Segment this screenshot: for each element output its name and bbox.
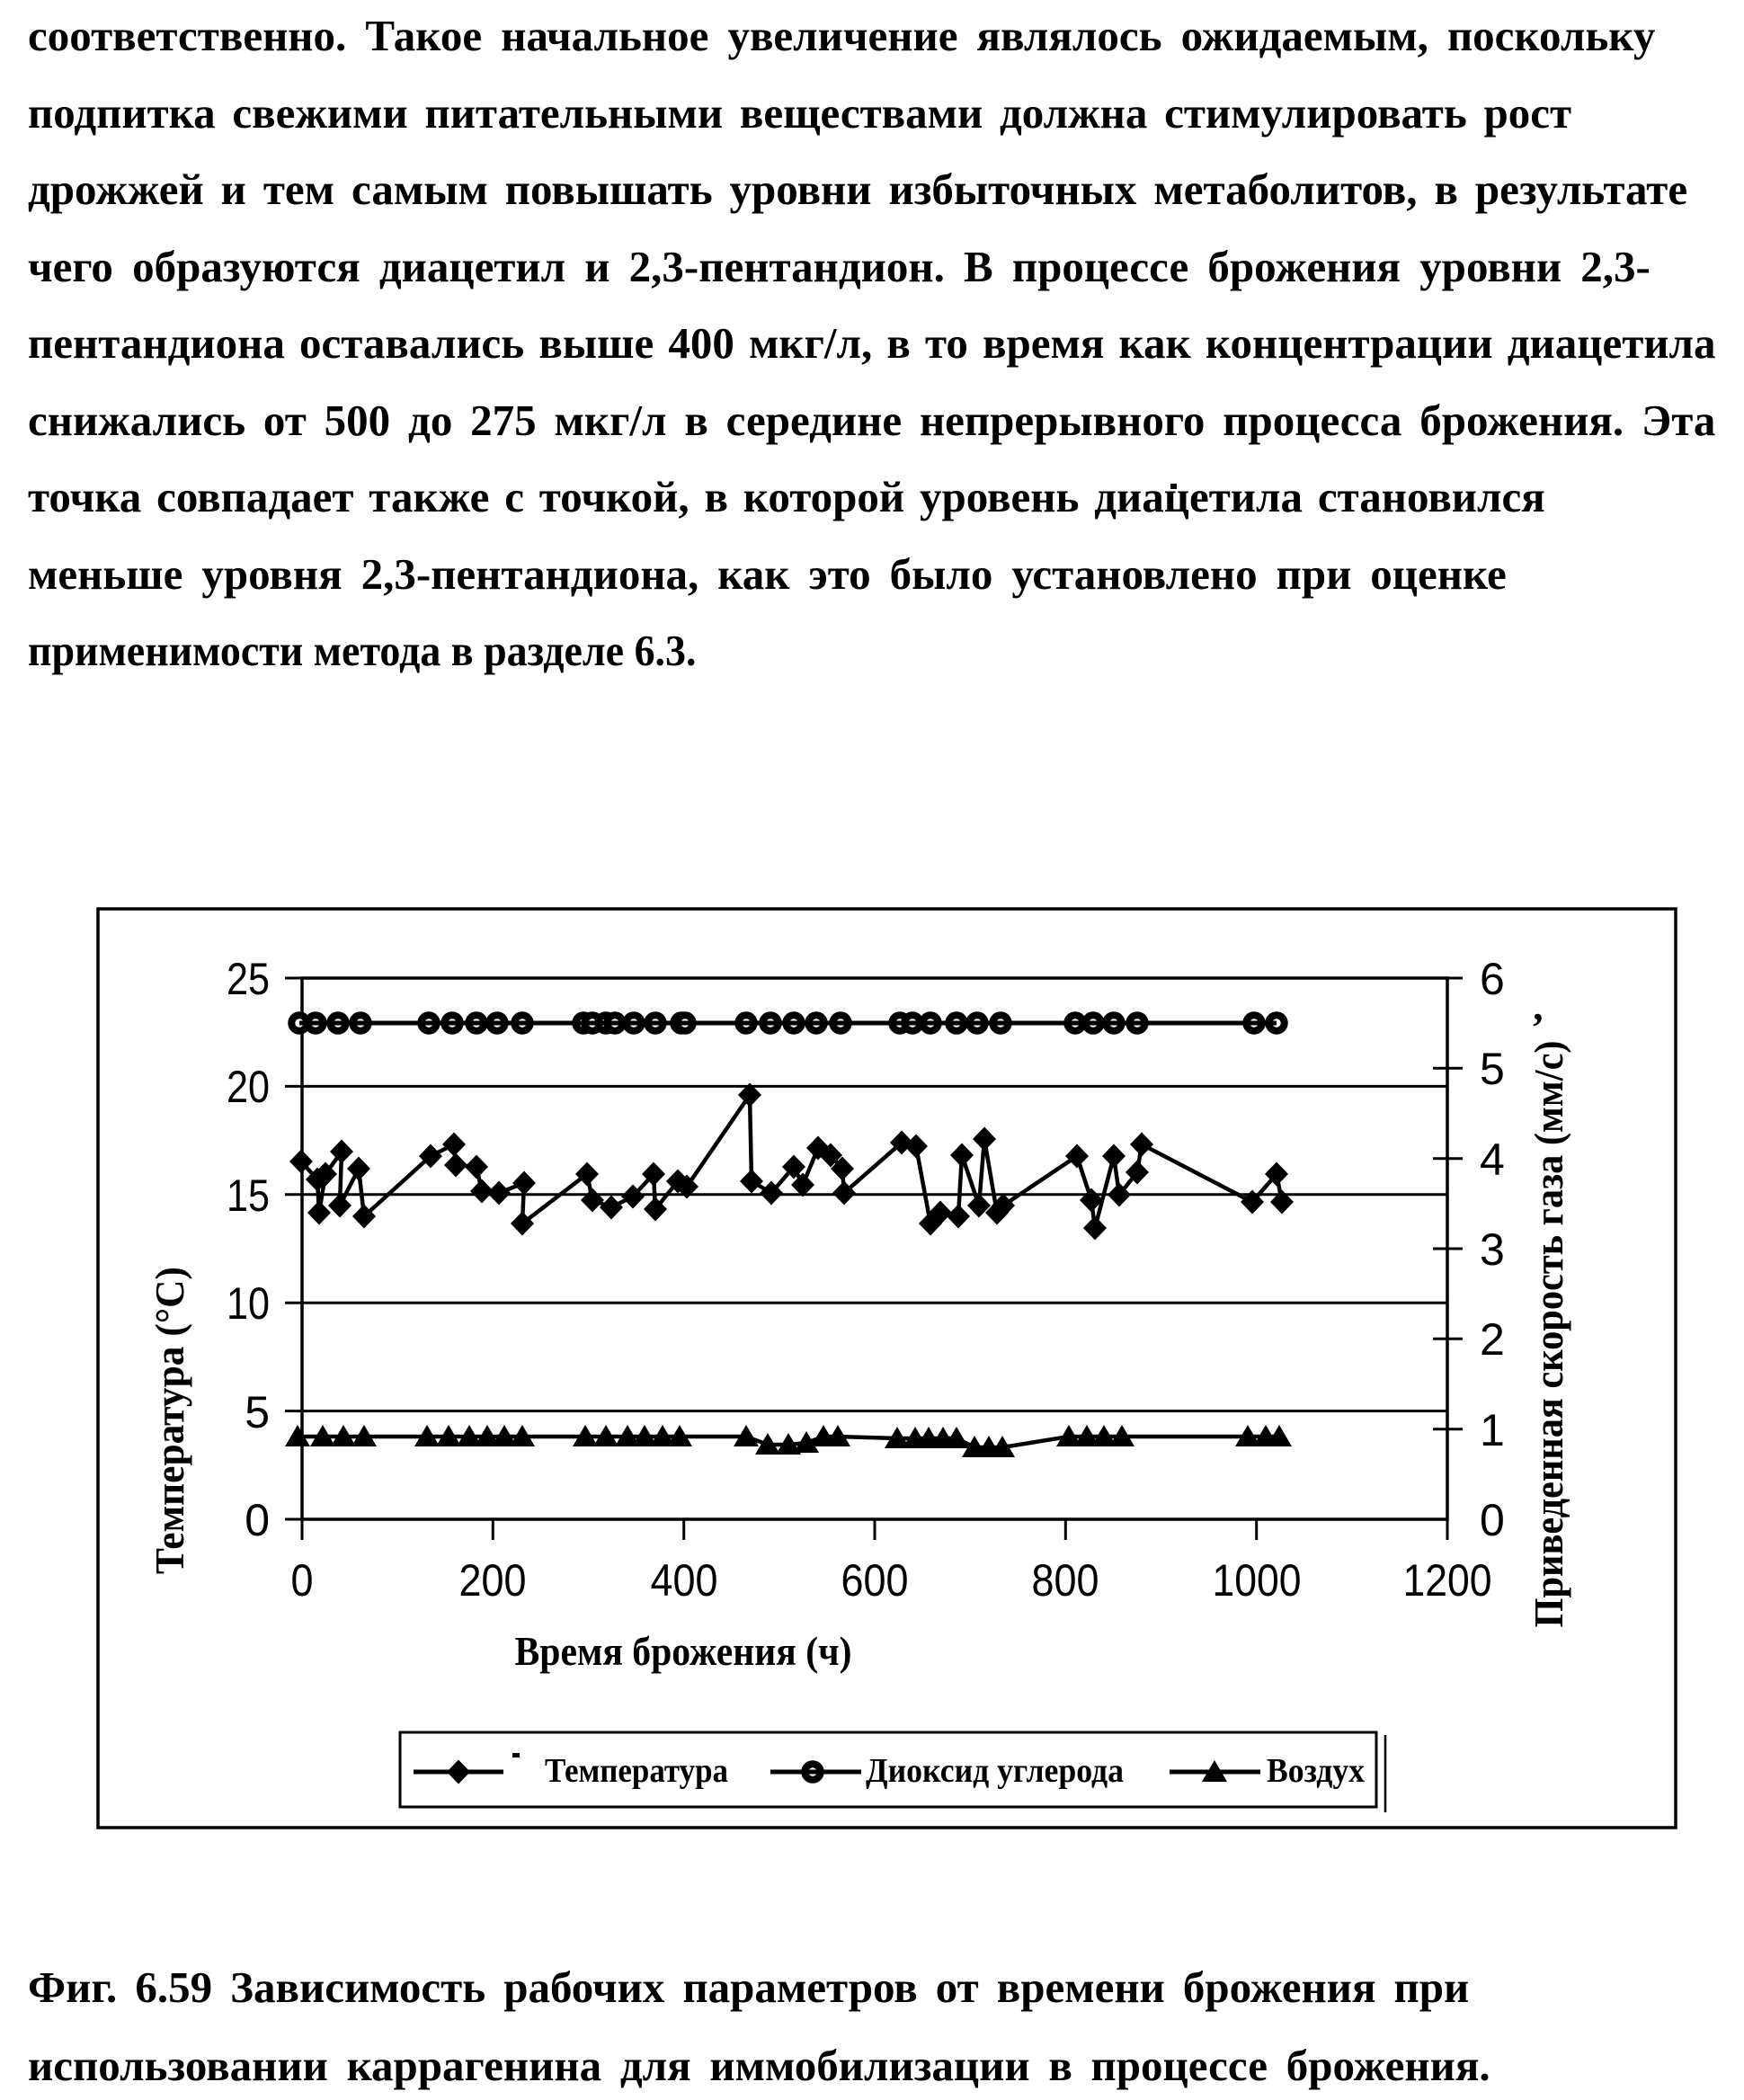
svg-text:Температура (°С): Температура (°С) xyxy=(147,1267,192,1574)
svg-text:20: 20 xyxy=(227,1062,270,1112)
svg-text:’: ’ xyxy=(1531,1005,1544,1050)
svg-text:0: 0 xyxy=(291,1555,314,1606)
svg-text:800: 800 xyxy=(1032,1555,1099,1606)
svg-text:6: 6 xyxy=(1480,954,1505,1004)
svg-text:0: 0 xyxy=(245,1495,270,1545)
svg-text:200: 200 xyxy=(459,1555,527,1606)
svg-text:4: 4 xyxy=(1480,1135,1505,1185)
svg-text:Температура: Температура xyxy=(545,1752,728,1790)
svg-text:1200: 1200 xyxy=(1403,1555,1492,1606)
svg-text:15: 15 xyxy=(227,1170,270,1221)
svg-text:Приведенная скорость газа (мм/: Приведенная скорость газа (мм/с) xyxy=(1526,1041,1571,1628)
svg-text:Время брожения (ч): Время брожения (ч) xyxy=(515,1629,852,1674)
svg-text:25: 25 xyxy=(227,954,270,1004)
svg-text:10: 10 xyxy=(227,1278,270,1329)
svg-text:5: 5 xyxy=(245,1387,270,1437)
svg-text:600: 600 xyxy=(841,1555,909,1606)
svg-text:5: 5 xyxy=(1480,1044,1505,1094)
svg-text:2: 2 xyxy=(1480,1314,1505,1365)
svg-text:1: 1 xyxy=(1480,1405,1505,1455)
svg-text:1000: 1000 xyxy=(1213,1555,1302,1606)
svg-text:Диоксид углерода: Диоксид углерода xyxy=(866,1752,1124,1790)
svg-text:0: 0 xyxy=(1480,1495,1505,1545)
svg-text:3: 3 xyxy=(1480,1224,1505,1275)
svg-text:Воздух: Воздух xyxy=(1267,1752,1365,1790)
svg-text:400: 400 xyxy=(651,1555,718,1606)
